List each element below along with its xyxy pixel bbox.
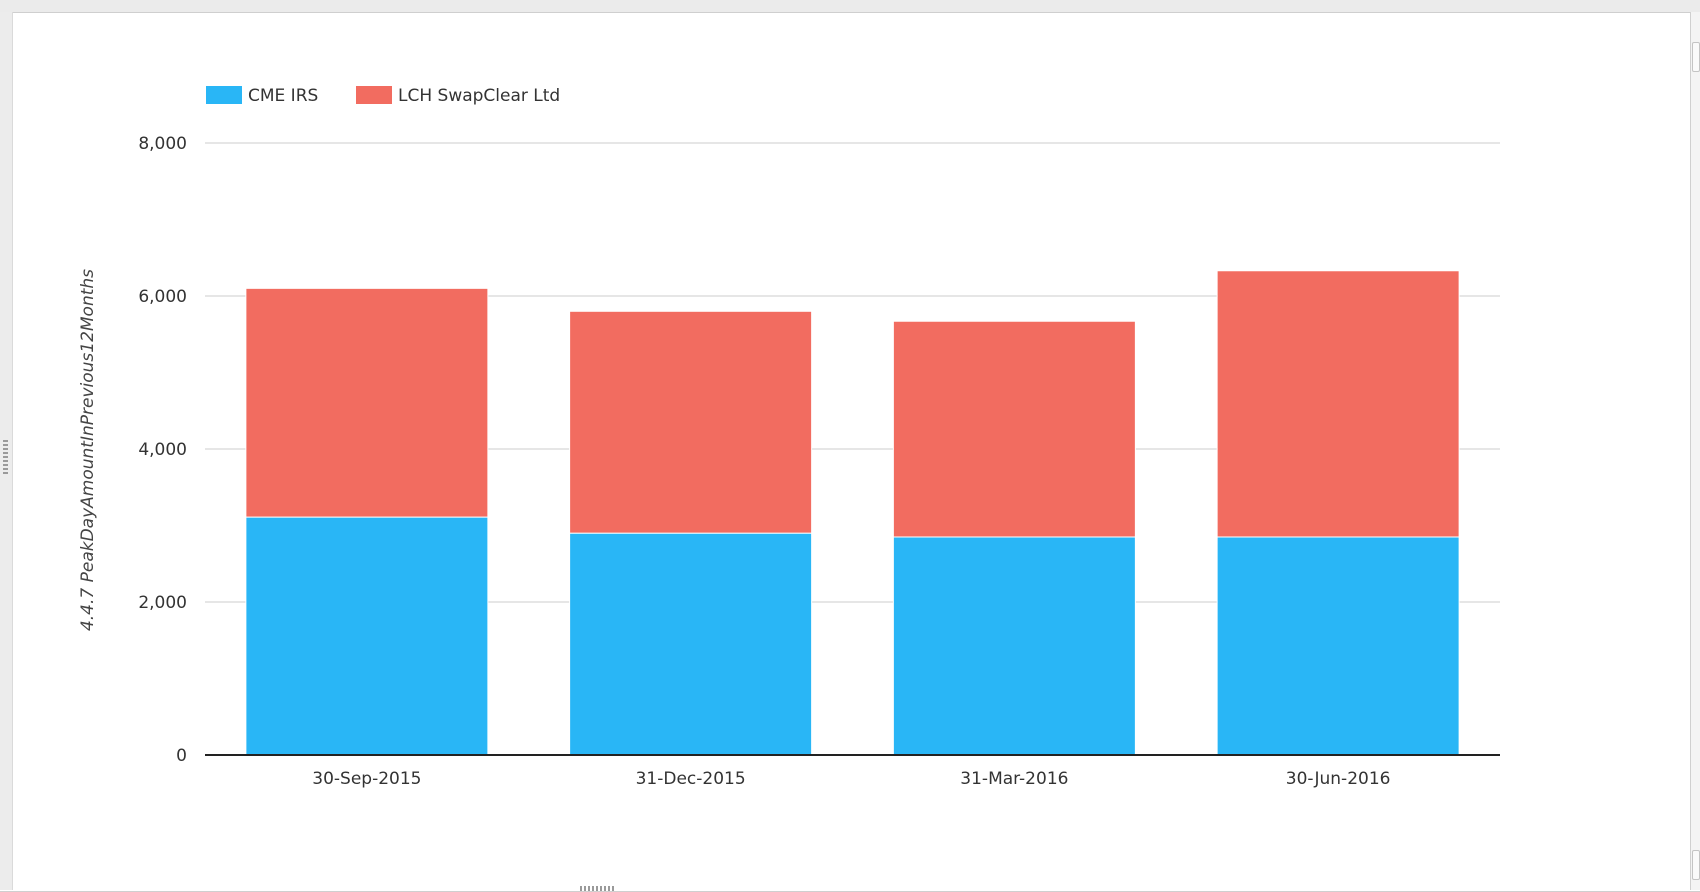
y-tick-label: 8,000 bbox=[138, 134, 187, 154]
left-resize-grip-icon[interactable] bbox=[3, 440, 8, 476]
left-resize-rail[interactable] bbox=[0, 12, 13, 890]
bar-cme-irs bbox=[245, 516, 489, 756]
y-tick-label: 4,000 bbox=[138, 440, 187, 460]
legend: CME IRS LCH SwapClear Ltd bbox=[206, 86, 560, 106]
x-tick-label: 30-Jun-2016 bbox=[1286, 769, 1391, 789]
x-tick-label: 31-Mar-2016 bbox=[960, 769, 1068, 789]
bottom-resize-grip-icon[interactable] bbox=[580, 886, 616, 891]
bar-cme-irs bbox=[1216, 536, 1460, 756]
x-tick-label: 30-Sep-2015 bbox=[312, 769, 421, 789]
y-tick-label: 2,000 bbox=[138, 593, 187, 613]
legend-label: CME IRS bbox=[248, 86, 318, 106]
bar-cme-irs bbox=[892, 536, 1136, 756]
bar-cme-irs bbox=[569, 532, 813, 756]
x-axis-ticks: 30-Sep-2015 31-Dec-2015 31-Mar-2016 30-Jun-… bbox=[312, 769, 1390, 789]
y-axis-title: 4.4.7 PeakDayAmountInPrevious12Months bbox=[78, 269, 98, 631]
bar-lch-swapclear bbox=[1216, 270, 1460, 538]
legend-label: LCH SwapClear Ltd bbox=[398, 86, 560, 106]
legend-swatch bbox=[356, 86, 392, 104]
legend-swatch bbox=[206, 86, 242, 104]
bar-lch-swapclear bbox=[892, 320, 1136, 538]
x-tick-label: 31-Dec-2015 bbox=[636, 769, 746, 789]
bars bbox=[245, 270, 1460, 756]
bar-lch-swapclear bbox=[569, 310, 813, 534]
y-tick-label: 6,000 bbox=[138, 287, 187, 307]
bar-lch-swapclear bbox=[245, 287, 489, 518]
y-tick-label: 0 bbox=[176, 746, 187, 766]
y-axis-ticks: 0 2,000 4,000 6,000 8,000 bbox=[138, 134, 187, 766]
